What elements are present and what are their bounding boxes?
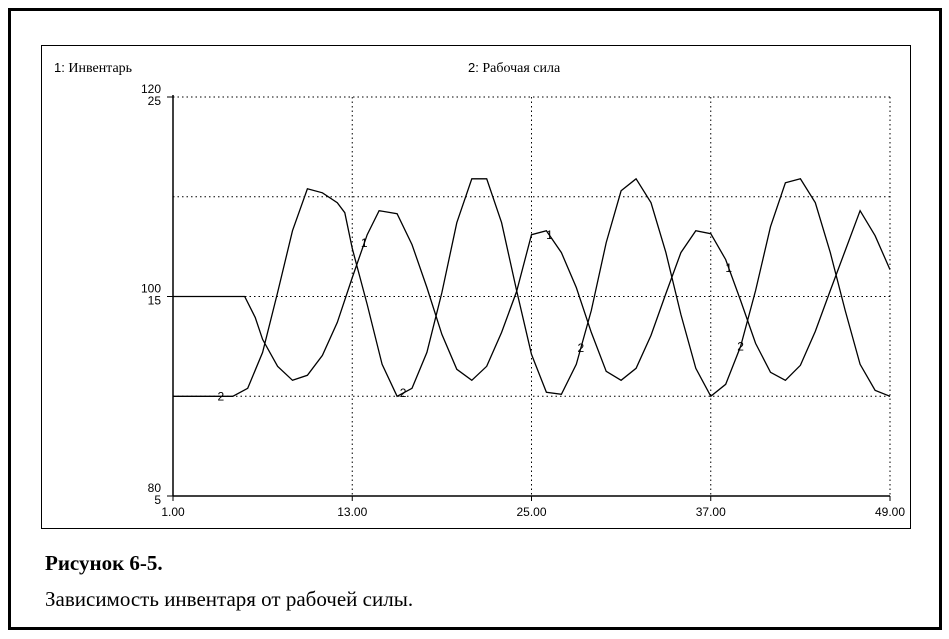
legend-number-2: 2: bbox=[468, 60, 479, 75]
series-marker-label-1: 1 bbox=[725, 261, 732, 275]
legend-number-1: 1: bbox=[54, 60, 65, 75]
legend-label-2: Рабочая сила bbox=[482, 61, 561, 76]
x-tick-label: 1.00 bbox=[161, 505, 185, 519]
legend-item-2: 2: Рабочая сила bbox=[468, 60, 560, 77]
y-tick-label-axis1: 80 bbox=[148, 481, 162, 495]
x-tick-label: 25.00 bbox=[516, 505, 546, 519]
y-tick-label-axis2: 15 bbox=[148, 294, 162, 308]
series-marker-label-1: 1 bbox=[361, 236, 368, 250]
series-marker-label-1: 1 bbox=[546, 228, 553, 242]
x-tick-label: 13.00 bbox=[337, 505, 367, 519]
legend-item-1: 1: Инвентарь bbox=[54, 60, 132, 77]
series-marker-label-2: 2 bbox=[217, 389, 224, 403]
series-marker-label-2: 2 bbox=[400, 386, 407, 400]
chart-panel: 1: Инвентарь 2: Рабочая сила 1.00 13.00 25… bbox=[41, 45, 911, 529]
series-line-2 bbox=[173, 177, 891, 398]
figure-caption-text: Зависимость инвентаря от рабочей силы. bbox=[45, 587, 414, 611]
series-line-1 bbox=[173, 209, 891, 382]
figure-frame: 1: Инвентарь 2: Рабочая сила 1.00 13.00 25… bbox=[8, 8, 942, 630]
x-tick-label: 37.00 bbox=[696, 505, 726, 519]
legend-label-1: Инвентарь bbox=[68, 61, 133, 76]
series-marker-label-2: 2 bbox=[577, 341, 584, 355]
y-tick-label-axis2: 5 bbox=[154, 493, 161, 507]
figure-caption-title: Рисунок 6-5. bbox=[45, 551, 163, 575]
y-tick-label-axis1: 100 bbox=[141, 282, 161, 296]
x-tick-label: 49.00 bbox=[875, 505, 905, 519]
y-tick-label-axis2: 25 bbox=[148, 94, 162, 108]
y-tick-label-axis1: 120 bbox=[141, 82, 161, 96]
series-marker-label-2: 2 bbox=[737, 339, 744, 353]
